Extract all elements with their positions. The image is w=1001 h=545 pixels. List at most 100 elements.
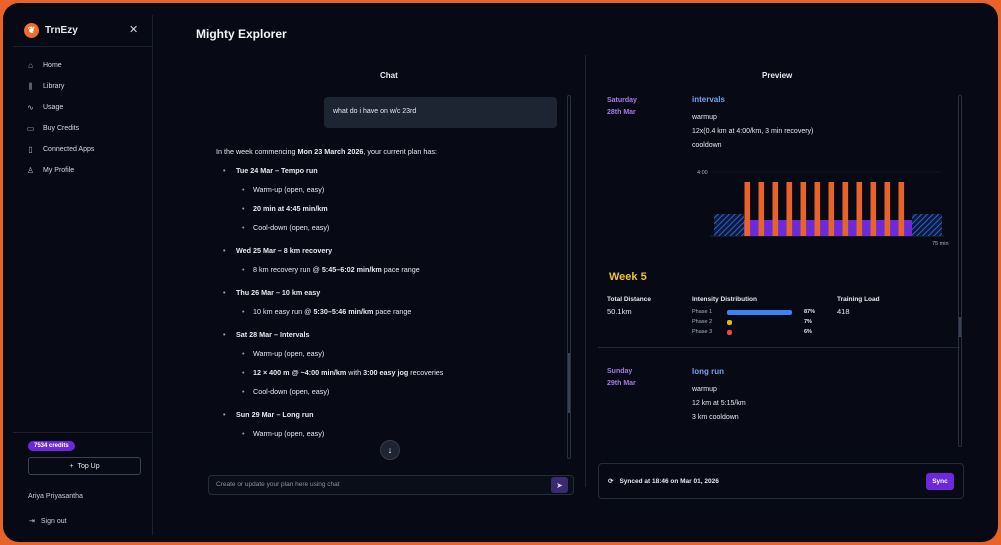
sign-out-icon: ⇥: [29, 518, 35, 525]
phase-bar: [727, 309, 792, 315]
phase-name: Phase 3: [692, 329, 713, 335]
divider: [13, 432, 152, 433]
day-date: 28th Mar: [607, 109, 636, 116]
sidebar-item-label: My Profile: [43, 167, 75, 174]
interval-bar: [772, 182, 779, 236]
sign-out-label: Sign out: [40, 517, 67, 525]
plan-item-text: Warm-up (open, easy): [253, 185, 325, 194]
plan-item-text: 3:00 easy jog: [363, 368, 409, 377]
plan-day-item: 8 km recovery run @ 5:45–6:02 min/km pac…: [216, 265, 556, 274]
app-window: ❦ TrnEzy ✕ ⌂ Home ⫼ Library ∿ Usage ▭ Bu…: [3, 3, 998, 542]
sidebar-item-connected-apps[interactable]: ▯ Connected Apps: [26, 139, 94, 160]
interval-bar: [898, 182, 905, 236]
chat-scrollbar-thumb[interactable]: [568, 353, 570, 413]
user-message: what do i have on w/c 23rd: [324, 97, 557, 128]
phase-bar: [727, 319, 732, 325]
close-sidebar-icon[interactable]: ✕: [129, 24, 139, 36]
plan-item-text: Warm-up (open, easy): [253, 429, 325, 438]
plus-icon: +: [69, 462, 74, 470]
top-up-button[interactable]: + Top Up: [28, 457, 141, 475]
plan-day-item: Cool-down (open, easy): [216, 223, 556, 232]
sync-status-text: Synced at 18:46 on Mar 01, 2026: [619, 477, 719, 485]
plan-item-text: 20 min at 4:45 min/km: [253, 204, 328, 213]
sidebar-item-label: Usage: [43, 104, 64, 111]
divider: [598, 347, 960, 348]
assistant-intro: In the week commencing Mon 23 March 2026…: [216, 147, 556, 156]
library-icon: ⫼: [28, 81, 33, 91]
workout-day: Saturday 28th Mar: [607, 95, 637, 119]
preview-scrollbar[interactable]: [958, 95, 962, 447]
day-name: Sunday: [607, 368, 633, 375]
sidebar-nav: ⌂ Home ⫼ Library ∿ Usage ▭ Buy Credits ▯…: [26, 55, 95, 181]
plan-day-item: 10 km easy run @ 5:30–5:46 min/km pace r…: [216, 307, 556, 316]
credit-card-icon: ▭: [26, 124, 35, 133]
interval-bar: [814, 182, 821, 236]
plan-item-text: 5:45–6:02 min/km: [321, 265, 382, 274]
credits-badge: 7534 credits: [28, 441, 75, 451]
page-title: Mighty Explorer: [196, 27, 287, 41]
interval-bar: [842, 182, 849, 236]
plan-item-text: 10 km easy run @: [253, 307, 314, 316]
interval-bar: [800, 182, 807, 236]
activity-icon: ∿: [27, 103, 34, 112]
sign-out-button[interactable]: ⇥ Sign out: [29, 517, 67, 526]
total-distance-value: 50.1km: [607, 307, 632, 316]
intro-text: , your current plan has:: [363, 147, 437, 156]
intensity-distribution-label: Intensity Distribution: [692, 296, 757, 303]
phase-row: Phase 2 7%: [692, 319, 812, 325]
chat-title: Chat: [380, 71, 398, 80]
plan-day-title: Wed 25 Mar – 8 km recovery: [216, 246, 556, 255]
home-icon: ⌂: [28, 61, 33, 70]
intro-date: Mon 23 March 2026: [297, 147, 364, 156]
plan-item-text: 12 × 400 m @ ~4:00 min/km: [253, 368, 347, 377]
plan-day-title: Tue 24 Mar – Tempo run: [216, 166, 556, 175]
refresh-icon: ⟳: [608, 478, 614, 485]
sidebar-item-label: Home: [43, 62, 62, 69]
plan-day-item: Warm-up (open, easy): [216, 185, 556, 194]
phase-name: Phase 2: [692, 319, 713, 325]
day-date: 29th Mar: [607, 380, 636, 387]
top-up-label: Top Up: [77, 462, 100, 470]
chart-y-label: 4:00: [697, 170, 708, 176]
chat-input[interactable]: Create or update your plan here using ch…: [208, 475, 574, 495]
sidebar-item-label: Buy Credits: [43, 125, 80, 132]
workout-title[interactable]: intervals: [692, 95, 725, 104]
sidebar-item-usage[interactable]: ∿ Usage: [26, 97, 94, 118]
plan-item-text: pace range: [373, 307, 412, 316]
brand-name: TrnEzy: [45, 25, 78, 36]
workout-steps: warmup 12x(0.4 km at 4:00/km, 3 min reco…: [692, 111, 813, 153]
week-title: Week 5: [609, 271, 647, 283]
phase-name: Phase 1: [692, 309, 713, 315]
plan-item-text: Cool-down (open, easy): [253, 223, 330, 232]
workout-step: cooldown: [692, 142, 722, 149]
plan-item-text: Warm-up (open, easy): [253, 349, 325, 358]
phase-percent: 7%: [804, 319, 812, 325]
sidebar-item-label: Library: [43, 83, 65, 90]
phone-icon: ▯: [28, 145, 33, 154]
plan-item-text: 8 km recovery run @: [253, 265, 322, 274]
brand[interactable]: ❦ TrnEzy: [24, 23, 78, 38]
interval-bar: [828, 182, 835, 236]
chat-scrollbar[interactable]: [567, 95, 571, 459]
phase-percent: 6%: [804, 329, 812, 335]
sidebar-item-my-profile[interactable]: ♙ My Profile: [26, 160, 94, 181]
total-distance-label: Total Distance: [607, 296, 651, 303]
plan-day-title: Sat 28 Mar – Intervals: [216, 330, 556, 339]
preview-scrollbar-thumb[interactable]: [959, 317, 961, 337]
send-button[interactable]: ➤: [551, 477, 568, 493]
workout-title[interactable]: long run: [692, 367, 724, 376]
plan-day-list: Tue 24 Mar – Tempo run Warm-up (open, eas…: [216, 166, 556, 438]
interval-chart: 4:00 75 min: [697, 170, 949, 247]
plan-item-text: 5:30–5:46 min/km: [313, 307, 374, 316]
scroll-down-button[interactable]: ↓: [380, 440, 400, 460]
workout-step: warmup: [692, 114, 717, 121]
sidebar-item-home[interactable]: ⌂ Home: [26, 55, 94, 76]
plan-day-item: Warm-up (open, easy): [216, 429, 556, 438]
sidebar-item-label: Connected Apps: [43, 146, 95, 153]
workout-step: 12 km at 5:15/km: [692, 400, 746, 407]
sidebar-item-library[interactable]: ⫼ Library: [26, 76, 94, 97]
sync-status: ⟳ Synced at 18:46 on Mar 01, 2026: [608, 477, 719, 486]
sidebar-item-buy-credits[interactable]: ▭ Buy Credits: [26, 118, 94, 139]
interval-bar: [856, 182, 863, 236]
sync-button[interactable]: Sync: [926, 473, 954, 490]
